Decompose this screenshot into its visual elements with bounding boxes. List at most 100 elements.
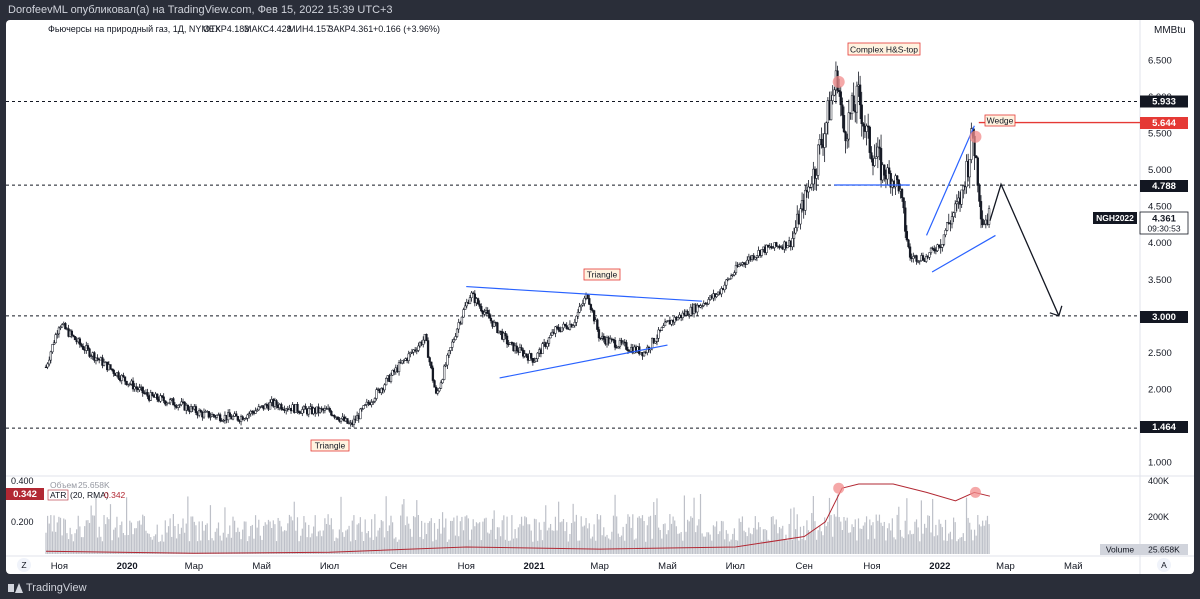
- candle-body: [952, 212, 955, 217]
- volume-bar: [704, 536, 706, 554]
- volume-bar: [475, 522, 478, 554]
- volume-bar: [412, 516, 415, 554]
- time-label: Мар: [185, 561, 204, 572]
- candle-body: [612, 339, 615, 341]
- candle-body: [981, 218, 984, 226]
- volume-bar: [259, 535, 262, 554]
- volume-bar: [343, 536, 345, 554]
- volume-bar: [430, 518, 432, 554]
- volume-bar: [922, 533, 924, 554]
- volume-bar: [45, 532, 47, 554]
- volume-bar: [780, 528, 782, 554]
- candle-body: [810, 183, 813, 188]
- volume-right-tick-2: 200K: [1148, 512, 1169, 522]
- auto-scale-button[interactable]: A: [1157, 558, 1171, 572]
- candle-body: [447, 350, 451, 356]
- price-tick-label: 1.000: [1148, 458, 1172, 469]
- volume-bar: [609, 539, 611, 554]
- volume-bar: [972, 540, 974, 554]
- candle-body: [817, 144, 820, 176]
- volume-bar: [282, 531, 284, 554]
- volume-bar: [749, 533, 752, 554]
- volume-bar: [129, 520, 131, 554]
- volume-bar: [440, 533, 442, 554]
- volume-bar: [894, 539, 897, 554]
- chart-svg[interactable]: Фьючерсы на природный газ, 1Д, NYMEX ОТК…: [6, 20, 1194, 574]
- volume-bar: [350, 541, 352, 554]
- volume-bar: [512, 538, 515, 554]
- volume-bar: [612, 515, 615, 554]
- candle-body: [557, 327, 560, 331]
- volume-bar: [722, 521, 724, 554]
- candle-body: [430, 361, 433, 369]
- volume-bar: [96, 537, 99, 554]
- legend-close: ЗАКР4.361: [328, 24, 373, 34]
- zoom-left-button[interactable]: Z: [17, 558, 31, 572]
- candle-body: [431, 367, 435, 381]
- candle-body: [576, 311, 580, 317]
- volume-bar: [408, 523, 410, 554]
- volume-bar: [254, 515, 257, 554]
- candle-body: [760, 249, 763, 256]
- volume-bar: [832, 536, 834, 554]
- volume-bar: [353, 515, 355, 554]
- candle-body: [96, 357, 99, 360]
- volume-right-tick-1: 400K: [1148, 476, 1169, 486]
- volume-bar: [130, 522, 133, 554]
- volume-bar: [55, 531, 57, 554]
- candle-body: [551, 331, 554, 336]
- candle-body: [833, 89, 836, 96]
- volume-bar: [333, 541, 336, 554]
- candle-body: [110, 368, 114, 371]
- volume-bar: [371, 519, 373, 554]
- candle-body: [554, 326, 557, 334]
- volume-bar: [304, 522, 307, 554]
- candle-body: [70, 330, 73, 336]
- volume-bars: [45, 494, 990, 554]
- volume-bar: [287, 523, 289, 554]
- candle-body: [591, 309, 594, 311]
- volume-bar: [388, 525, 390, 554]
- candle-body: [663, 321, 667, 327]
- volume-bar: [108, 519, 110, 554]
- volume-bar: [970, 529, 972, 554]
- volume-bar: [500, 536, 502, 554]
- volume-bar: [793, 507, 795, 554]
- candle-body: [207, 411, 210, 418]
- price-tag-5933-text: 5.933: [1152, 97, 1176, 108]
- volume-bar: [196, 541, 199, 554]
- volume-bar: [322, 530, 324, 554]
- trendline-triangle-mid-lower: [499, 344, 668, 379]
- volume-bar: [400, 515, 402, 554]
- volume-bar: [885, 540, 887, 554]
- candle-body: [597, 329, 601, 339]
- atr-legend-value: 0.342: [104, 490, 126, 500]
- volume-bar: [64, 519, 66, 554]
- candle-body: [428, 357, 431, 363]
- brand[interactable]: TradingView: [8, 582, 87, 594]
- volume-bar: [688, 521, 690, 554]
- volume-bar: [155, 534, 157, 554]
- volume-bar: [764, 529, 766, 554]
- candle-body: [842, 115, 846, 132]
- volume-bar: [71, 534, 73, 554]
- candle-body: [218, 414, 222, 421]
- candle-body: [941, 244, 944, 248]
- volume-bar: [911, 534, 913, 554]
- candle-body: [731, 274, 734, 277]
- candle-body: [264, 404, 267, 410]
- volume-bar: [627, 514, 629, 554]
- volume-bar: [435, 539, 437, 554]
- candle-body: [44, 366, 48, 369]
- volume-bar: [79, 526, 81, 554]
- volume-bar: [933, 536, 935, 554]
- volume-bar: [769, 540, 771, 554]
- volume-bar: [138, 520, 141, 554]
- candle-body: [122, 375, 125, 378]
- volume-bar: [201, 521, 203, 554]
- volume-bar: [311, 533, 313, 554]
- candle-body: [921, 255, 925, 261]
- volume-bar: [674, 520, 676, 554]
- volume-bar: [554, 516, 557, 554]
- volume-bar: [825, 526, 827, 554]
